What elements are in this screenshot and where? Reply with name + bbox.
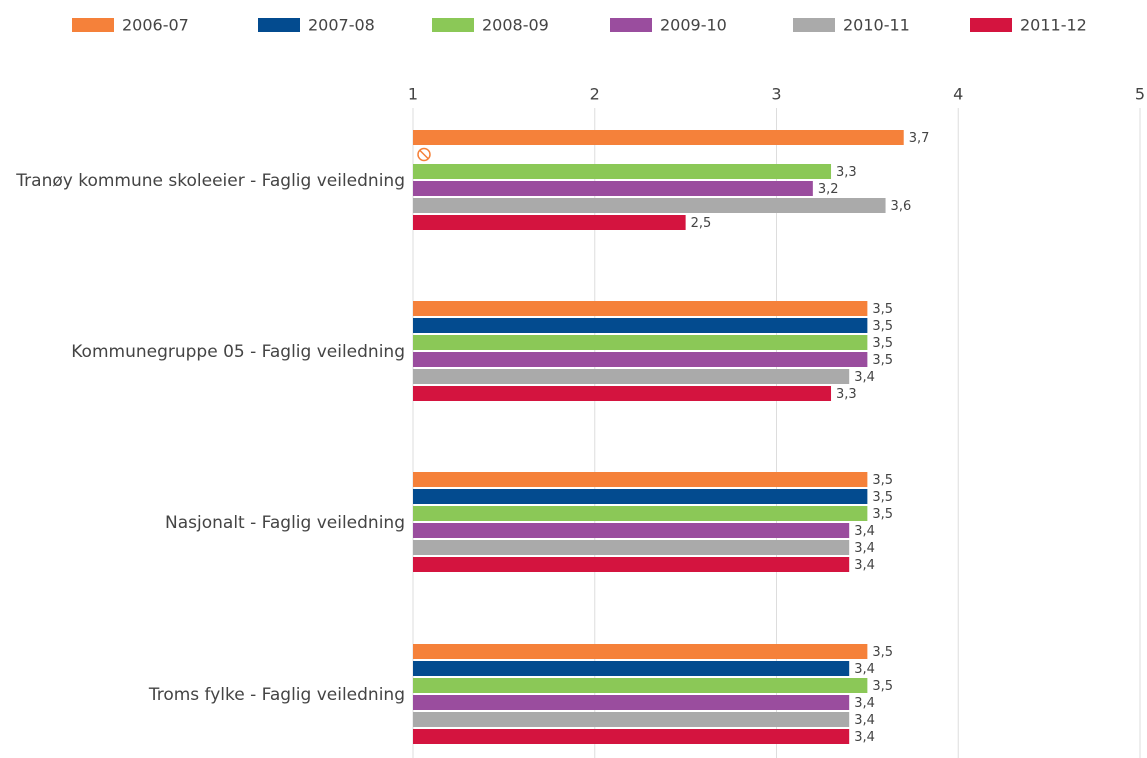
bar [413, 181, 813, 196]
bar [413, 540, 850, 555]
value-label: 3,4 [854, 558, 875, 573]
bar [413, 644, 868, 659]
legend-swatch [258, 18, 300, 32]
value-label: 3,4 [854, 696, 875, 711]
legend-label: 2006-07 [122, 16, 189, 35]
value-label: 3,7 [909, 131, 930, 146]
value-label: 3,4 [854, 541, 875, 556]
bar [413, 506, 868, 521]
value-label: 3,4 [854, 730, 875, 745]
legend-label: 2009-10 [660, 16, 727, 35]
legend-label: 2010-11 [843, 16, 910, 35]
value-label: 3,4 [854, 662, 875, 677]
bar [413, 661, 850, 676]
bar [413, 215, 686, 230]
bar [413, 130, 904, 145]
legend-label: 2008-09 [482, 16, 549, 35]
no-data-icon [419, 149, 429, 160]
value-label: 3,6 [891, 199, 912, 214]
value-label: 3,4 [854, 713, 875, 728]
category-label: Tranøy kommune skoleeier - Faglig veiled… [16, 171, 405, 191]
value-label: 3,5 [872, 319, 893, 334]
value-label: 3,5 [872, 507, 893, 522]
bar [413, 386, 832, 401]
bar [413, 198, 886, 213]
value-label: 3,5 [872, 302, 893, 317]
no-data-icon [417, 147, 431, 162]
legend-swatch [793, 18, 835, 32]
legend-label: 2007-08 [308, 16, 375, 35]
value-label: 3,3 [836, 387, 857, 402]
category-label: Troms fylke - Faglig veiledning [148, 685, 405, 705]
legend-swatch [970, 18, 1012, 32]
category-label: Kommunegruppe 05 - Faglig veiledning [71, 342, 405, 362]
legend-swatch [610, 18, 652, 32]
bar [413, 164, 832, 179]
legend-swatch [72, 18, 114, 32]
value-label: 3,5 [872, 353, 893, 368]
value-label: 3,5 [872, 490, 893, 505]
value-label: 3,2 [818, 182, 839, 197]
value-label: 3,5 [872, 679, 893, 694]
legend-swatch [432, 18, 474, 32]
bar [413, 695, 850, 710]
value-label: 3,3 [836, 165, 857, 180]
bar [413, 301, 868, 316]
legend-label: 2011-12 [1020, 16, 1087, 35]
value-label: 3,4 [854, 524, 875, 539]
bar [413, 318, 868, 333]
value-label: 3,5 [872, 645, 893, 660]
bar [413, 678, 868, 693]
bar [413, 557, 850, 572]
x-tick-label: 2 [590, 85, 600, 104]
value-label: 3,5 [872, 336, 893, 351]
bar [413, 352, 868, 367]
category-label: Nasjonalt - Faglig veiledning [165, 513, 405, 533]
x-tick-label: 4 [953, 85, 963, 104]
bar [413, 523, 850, 538]
value-label: 2,5 [691, 216, 712, 231]
bar [413, 712, 850, 727]
bar [413, 489, 868, 504]
x-tick-label: 3 [771, 85, 781, 104]
x-tick-label: 5 [1135, 85, 1145, 104]
bar [413, 729, 850, 744]
x-tick-label: 1 [408, 85, 418, 104]
bar [413, 472, 868, 487]
value-label: 3,4 [854, 370, 875, 385]
bar [413, 369, 850, 384]
bar [413, 335, 868, 350]
value-label: 3,5 [872, 473, 893, 488]
